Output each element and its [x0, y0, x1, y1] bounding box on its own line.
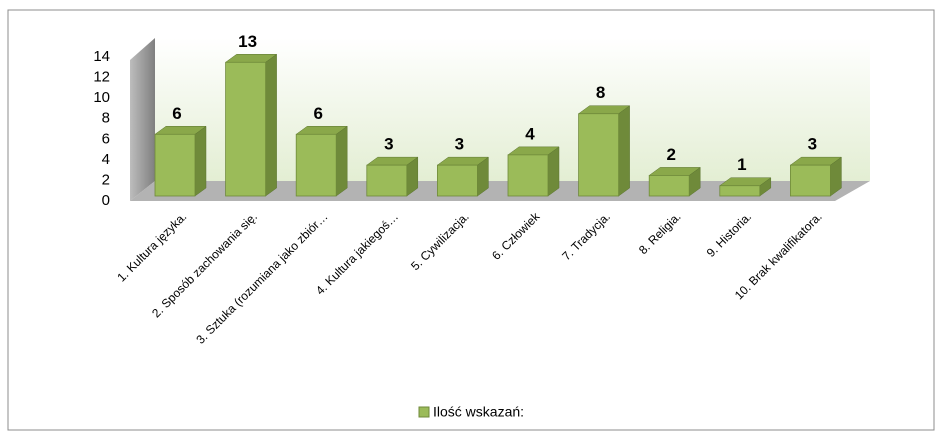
side-wall [130, 38, 155, 201]
y-tick-label: 10 [93, 89, 110, 106]
bar [366, 164, 408, 197]
bar [295, 133, 337, 197]
y-tick-label: 14 [93, 48, 110, 65]
y-tick-label: 8 [102, 110, 110, 127]
y-tick-label: 12 [93, 69, 110, 86]
data-label: 8 [596, 83, 605, 102]
data-label: 3 [384, 135, 393, 154]
legend-label: Ilość wskazań: [433, 404, 524, 420]
bar [154, 133, 196, 197]
bar [648, 175, 690, 197]
y-tick-label: 0 [102, 192, 110, 209]
data-label: 2 [666, 145, 675, 164]
data-label: 3 [455, 135, 464, 154]
data-label: 1 [737, 155, 746, 174]
data-label: 6 [172, 104, 181, 123]
bar-side [265, 53, 277, 197]
data-label: 13 [238, 32, 257, 51]
bar [719, 185, 761, 197]
legend-swatch [418, 406, 430, 418]
bar [225, 61, 267, 197]
data-label: 6 [313, 104, 322, 123]
bar [790, 164, 831, 197]
y-tick-label: 2 [102, 171, 110, 188]
bar-side [618, 105, 630, 197]
bar-side [547, 146, 560, 197]
bar-side [335, 125, 348, 197]
bar [507, 154, 549, 197]
data-label: 3 [808, 135, 817, 154]
bar [436, 164, 478, 197]
bar [578, 113, 619, 197]
bar-side [194, 125, 207, 197]
y-tick-label: 6 [102, 130, 110, 147]
y-tick-label: 4 [102, 151, 110, 168]
data-label: 4 [525, 124, 535, 143]
